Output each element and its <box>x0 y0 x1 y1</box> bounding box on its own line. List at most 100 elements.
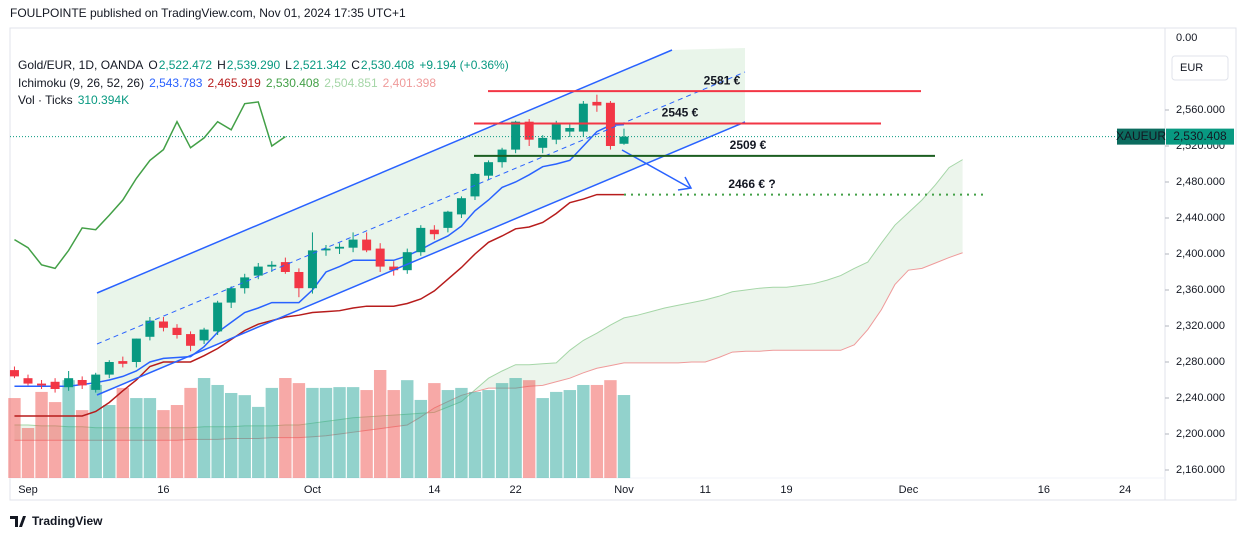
lagging-span <box>14 101 286 270</box>
x-tick-label: Dec <box>899 484 919 496</box>
legend-item: Vol · Ticks <box>18 93 73 107</box>
candle-body <box>416 227 426 253</box>
volume-bar <box>170 405 184 478</box>
candle-body <box>321 248 331 251</box>
legend-item: Gold/EUR, 1D, OANDA <box>18 58 143 72</box>
x-tick-label: 22 <box>509 484 521 496</box>
volume-bar <box>157 410 170 478</box>
logo-text: TradingView <box>32 514 103 528</box>
candle-body <box>470 173 480 197</box>
volume-bar <box>279 378 292 478</box>
volume-bar <box>428 383 441 478</box>
price-tag-layer: XAUEUR 2,530.408 <box>10 128 1234 145</box>
level-label: 2545 € <box>662 106 699 120</box>
candle-body <box>619 136 629 144</box>
volume-bar <box>346 387 360 478</box>
volume-bar <box>577 384 590 478</box>
candle-body <box>307 250 317 289</box>
volume-bar <box>21 428 35 478</box>
legend-item: 2,521.342 <box>293 58 347 72</box>
candle-body <box>348 239 358 248</box>
cloud-fill <box>14 159 963 441</box>
currency: EUR <box>1180 62 1203 74</box>
channel-lower <box>96 121 746 396</box>
legend-item: H <box>217 58 226 72</box>
volume-bar <box>306 387 319 478</box>
y-tick-label: 2,280.000 <box>1176 356 1225 368</box>
price-tag <box>1166 128 1234 145</box>
volume-bar <box>455 387 468 478</box>
volume-bar <box>48 402 62 478</box>
x-tick-label: 11 <box>700 484 711 496</box>
legend-item: C <box>351 58 360 72</box>
y-tick-label: 2,480.000 <box>1176 176 1225 188</box>
volume-bar <box>522 380 536 478</box>
legend-line: Ichimoku (9, 26, 52, 26) 2,543.783 2,465.9… <box>18 76 436 90</box>
volume-bar <box>35 391 48 478</box>
symbol: XAUEUR <box>1116 129 1166 143</box>
volume-bar <box>414 399 428 478</box>
legend-item: 2,539.290 <box>227 58 281 72</box>
x-tick-label: 19 <box>780 484 792 496</box>
candle-body <box>524 121 534 140</box>
drawing-layer: 2581 € 2545 € 2509 € 2466 € ? <box>96 49 988 396</box>
y-tick-label: 2,400.000 <box>1176 248 1225 260</box>
y-tick-label: 2,440.000 <box>1176 212 1225 224</box>
candle-body <box>104 361 114 375</box>
candle-body <box>118 361 128 364</box>
volume-bar <box>265 387 279 478</box>
volume-bar <box>482 390 495 478</box>
volume-bar <box>75 410 89 478</box>
volume-bar <box>62 380 75 478</box>
x-tick-label: 16 <box>1038 484 1050 496</box>
conversion-line <box>14 123 625 388</box>
volume-bar <box>197 378 211 478</box>
volume-bar <box>116 387 130 478</box>
legend-item: 2,401.398 <box>383 76 437 90</box>
volume-layer <box>8 370 631 478</box>
volume-bar <box>211 384 224 478</box>
y-tick-label: 2,200.000 <box>1176 428 1225 440</box>
legend-item: 2,530.408 <box>361 58 415 72</box>
volume-bar <box>292 383 306 478</box>
candle-body <box>213 302 223 332</box>
publisher: FOULPOINTE published on TradingView.com,… <box>10 6 406 20</box>
candle-body <box>91 374 101 390</box>
candle-body <box>592 101 602 106</box>
candle-body <box>362 239 372 251</box>
y-tick-label: 2,560.000 <box>1176 104 1225 116</box>
candle-body <box>294 271 304 289</box>
channel-middle <box>96 71 746 345</box>
volume-bar <box>130 398 143 478</box>
candle-body <box>565 127 575 132</box>
candle-body <box>578 103 588 132</box>
legend-item: 310.394K <box>78 93 129 107</box>
candle-body <box>158 321 168 328</box>
candle-body <box>77 379 87 386</box>
legend-item: +9.194 (+0.36%) <box>419 58 508 72</box>
volume-bar <box>143 398 157 478</box>
volume-bar <box>509 378 522 478</box>
x-tick-label: Sep <box>18 484 38 496</box>
candle-body <box>402 252 412 271</box>
volume-bar <box>563 390 576 478</box>
x-tick-label: 24 <box>1119 484 1131 496</box>
volume-bar <box>184 387 197 478</box>
candle-body <box>253 266 263 276</box>
candle-body <box>429 229 439 235</box>
legend-line: Vol · Ticks 310.394K <box>18 93 129 107</box>
volume-bar <box>8 398 21 478</box>
candle-body <box>64 378 74 388</box>
y-tick-label: 2,240.000 <box>1176 392 1225 404</box>
volume-bar <box>604 380 617 478</box>
logo-icon <box>10 516 26 527</box>
candle-body <box>199 329 209 341</box>
candle-body <box>443 211 453 228</box>
candle-body <box>186 334 196 346</box>
volume-bar <box>441 390 455 478</box>
volume-bar <box>89 384 102 478</box>
x-tick-label: Nov <box>614 484 634 496</box>
x-tick-label: 14 <box>428 484 440 496</box>
candle-body <box>389 266 399 271</box>
